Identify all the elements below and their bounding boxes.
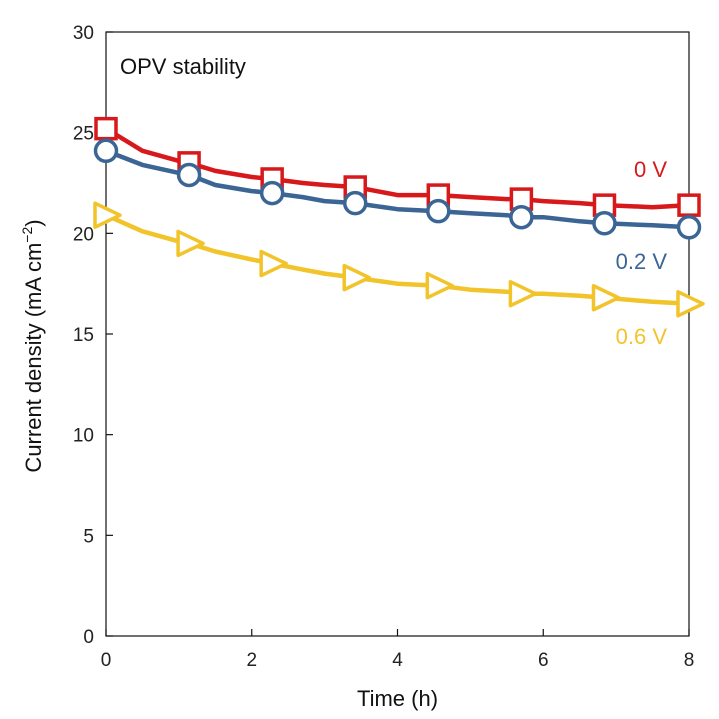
x-tick-label: 4 [392, 650, 403, 671]
series-label-2: 0.6 V [616, 324, 668, 349]
y-tick-label: 10 [73, 426, 94, 447]
data-point-square [677, 193, 701, 217]
x-axis: 0 2 4 6 8 [101, 629, 695, 671]
data-point-circle [93, 138, 119, 164]
data-point-circle [259, 180, 285, 206]
data-point-triangle [676, 290, 705, 318]
data-point-circle [176, 162, 202, 188]
data-point-triangle [342, 263, 371, 292]
y-tick-label: 15 [73, 325, 94, 346]
y-tick-label: 30 [73, 23, 94, 44]
y-axis-title-sup: −2 [19, 227, 35, 243]
x-axis-title: Time (h) [357, 686, 438, 711]
series-label-0: 0 V [634, 157, 667, 182]
x-tick-label: 2 [246, 650, 257, 671]
series-1 [93, 138, 702, 240]
y-axis-title: Current density (mA cm−2) [19, 219, 46, 472]
x-tick-label: 8 [684, 650, 695, 671]
y-tick-label: 0 [83, 627, 94, 648]
x-tick-label: 0 [101, 650, 112, 671]
y-tick-label: 25 [73, 124, 94, 145]
data-point-triangle [259, 249, 288, 278]
y-axis-title-main: Current density (mA cm [21, 243, 46, 473]
x-tick-label: 6 [538, 650, 549, 671]
data-point-triangle [508, 279, 538, 308]
data-point-triangle [425, 271, 455, 300]
data-point-triangle [93, 201, 122, 229]
data-point-circle [592, 211, 617, 236]
series-2 [93, 201, 705, 318]
series-labels: 0 V 0.2 V 0.6 V [616, 157, 668, 349]
data-point-square [94, 116, 118, 141]
y-axis-title-close: ) [21, 219, 46, 226]
y-tick-label: 5 [83, 526, 94, 547]
series-layer [93, 116, 705, 318]
y-tick-label: 20 [73, 224, 94, 245]
data-point-circle [509, 204, 534, 230]
chart-annotation: OPV stability [120, 54, 246, 79]
data-point-circle [342, 190, 368, 216]
plot-frame [105, 31, 690, 637]
data-point-triangle [176, 229, 205, 258]
data-point-circle [676, 215, 702, 240]
data-point-circle [426, 198, 451, 224]
data-point-triangle [591, 284, 621, 312]
y-axis: 0 5 10 15 20 25 30 [73, 23, 113, 648]
series-label-1: 0.2 V [616, 249, 668, 274]
